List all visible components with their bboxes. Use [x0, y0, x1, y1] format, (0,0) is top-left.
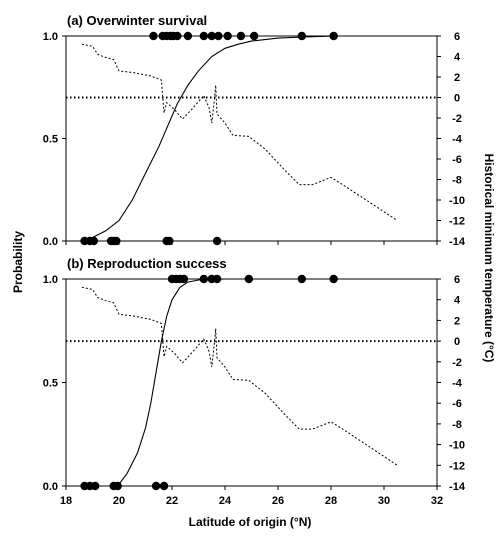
panel-a-y2-tick-label: -12 [449, 216, 465, 228]
panel-a-observation-point-survived [207, 31, 216, 41]
panel-b-observation-point-survived [179, 274, 189, 284]
panel-a-y2-tick-label: -8 [452, 175, 462, 187]
panel-b-observation-point-survived [199, 274, 208, 284]
panel-b-x-tick-label: 32 [431, 495, 443, 507]
panel-b-x-tick-label: 24 [219, 495, 232, 507]
panel-a-y-tick-label: 0.0 [43, 236, 58, 248]
panel-a-observation-point-failed [165, 236, 174, 246]
panel-b-y2-tick-label: 2 [454, 315, 460, 327]
panel-a-y2-tick-label: -14 [449, 236, 466, 248]
panel-b-y2-tick-label: 0 [454, 336, 460, 348]
panel-a: (a) Overwinter survival 0.0 0.5 1.0 -14 -12 -… [43, 13, 466, 248]
panel-b-y2-tick-label: -12 [449, 460, 465, 472]
panel-a-observation-point-survived [297, 31, 307, 41]
panel-a-y2-tick-label: -10 [449, 195, 465, 207]
panel-a-y2-tick-label: -2 [452, 113, 462, 125]
panel-a-observation-point-survived [223, 31, 232, 41]
panel-a-observation-point-failed [112, 236, 121, 246]
panel-b-observation-point-survived [212, 274, 222, 284]
panel-b-y2-tick-label: 6 [454, 274, 460, 286]
panel-b-observation-point-failed [113, 481, 122, 491]
panel-a-observation-point-failed [89, 236, 99, 246]
panel-a-observation-point-survived [199, 31, 208, 41]
panel-a-y2-tick-label: 2 [454, 72, 460, 84]
y-axis-title-right: Historical minimum temperature (°C) [482, 154, 496, 363]
panel-b-y2-tick-label: -4 [452, 378, 463, 390]
panel-b-y-tick-label: 1.0 [43, 274, 58, 286]
panel-b-x-tick-label: 20 [113, 495, 125, 507]
panel-a-y2-tick-label: 4 [454, 52, 461, 64]
panel-b-y2-tick-label: -2 [452, 357, 462, 369]
panel-b-observation-point-survived [244, 274, 254, 284]
panel-b-observation-point-failed [151, 481, 161, 491]
panel-b-observation-point-survived [329, 274, 338, 284]
panel-b-x-tick-label: 18 [60, 495, 72, 507]
panel-b-observation-point-failed [159, 481, 169, 491]
y-axis-title-left: Probability [11, 231, 25, 293]
panel-a-observation-point-survived [149, 31, 158, 41]
panel-b-y2-tick-label: -6 [452, 398, 462, 410]
panel-a-title: (a) Overwinter survival [67, 13, 207, 28]
panel-b-title: (b) Reproduction success [67, 256, 227, 271]
panel-a-temperature-curve [81, 43, 398, 221]
panel-b-y2-tick-label: 4 [454, 295, 461, 307]
panel-a-y-tick-label: 1.0 [43, 31, 58, 43]
panel-b-frame [65, 278, 438, 487]
panel-a-y2-tick-label: 6 [454, 31, 460, 43]
panel-a-observation-point-failed [212, 236, 222, 246]
panel-a-probability-curve [89, 35, 337, 240]
panel-a-observation-point-survived [183, 31, 193, 41]
panel-b-y2-tick-label: -10 [449, 440, 465, 452]
panel-b: (b) Reproduction success 0.0 0.5 1.0 -14 -12… [43, 256, 466, 507]
panel-a-observation-point-survived [236, 31, 246, 41]
panel-b-x-tick-label: 30 [378, 495, 390, 507]
panel-b-x-tick-label: 22 [166, 495, 178, 507]
panel-b-temperature-curve [81, 286, 398, 466]
panel-a-y2-tick-label: -6 [452, 154, 462, 166]
panel-b-y-tick-label: 0.5 [43, 378, 58, 390]
panel-a-observation-point-survived [214, 31, 223, 41]
x-axis-title: Latitude of origin (°N) [189, 515, 312, 529]
panel-a-y2-tick-label: -4 [452, 134, 463, 146]
panel-b-observation-point-survived [297, 274, 307, 284]
panel-b-probability-curve [89, 278, 337, 487]
panel-a-y2-tick-label: 0 [454, 93, 460, 105]
panel-b-x-tick-label: 26 [272, 495, 284, 507]
panel-a-y-tick-label: 0.5 [43, 134, 58, 146]
panel-b-y2-tick-label: -14 [449, 481, 466, 493]
panel-b-y-tick-label: 0.0 [43, 481, 58, 493]
panel-a-observation-point-survived [329, 31, 338, 41]
panel-b-y2-tick-label: -8 [452, 419, 462, 431]
panel-a-observation-point-survived [249, 31, 259, 41]
panel-b-observation-point-failed [90, 481, 100, 491]
panel-a-observation-point-survived [173, 31, 182, 41]
panel-b-x-tick-label: 28 [325, 495, 337, 507]
